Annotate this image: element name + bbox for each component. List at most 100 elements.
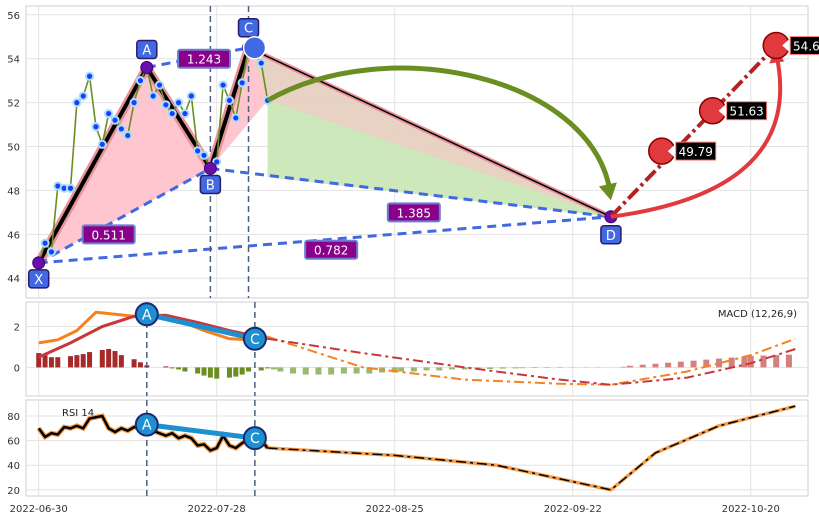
macd-histogram-bar bbox=[239, 367, 245, 375]
macd-projection-histogram-bar bbox=[677, 361, 684, 368]
ratio-label-box bbox=[81, 224, 136, 245]
macd-point-label: A bbox=[142, 307, 152, 323]
ratio-dashed-line bbox=[37, 167, 212, 265]
price-marker bbox=[237, 78, 247, 88]
macd-projection-histogram-bar bbox=[499, 367, 506, 369]
price-marker bbox=[116, 124, 126, 134]
macd-histogram-bar bbox=[233, 367, 239, 377]
macd-histogram-bar bbox=[201, 367, 207, 376]
macd-histogram-bar bbox=[112, 351, 118, 368]
macd-projection-histogram-bar bbox=[340, 367, 347, 374]
macd-histogram-bar bbox=[131, 359, 137, 368]
ratio-dashed-line bbox=[210, 166, 612, 219]
pattern-vertex-marker bbox=[140, 60, 154, 74]
rsi-y-tick-label: 60 bbox=[7, 437, 20, 448]
x-tick-label: 2022-06-30 bbox=[10, 504, 68, 515]
macd-projection-histogram-bar bbox=[423, 367, 430, 371]
macd-projection-histogram-bar bbox=[448, 367, 455, 370]
pattern-point-box bbox=[600, 225, 622, 245]
macd-projection-histogram-bar bbox=[398, 367, 405, 372]
macd-histogram-bar bbox=[68, 356, 74, 368]
macd-point-label: C bbox=[250, 332, 260, 348]
macd-projection-histogram-bar bbox=[785, 354, 792, 368]
macd-histogram-bar bbox=[99, 350, 105, 368]
macd-projection-histogram-bar bbox=[328, 367, 335, 375]
macd-histogram-bar bbox=[80, 354, 86, 368]
macd-point-marker bbox=[134, 302, 159, 327]
pattern-point-box bbox=[237, 17, 260, 38]
target-label-box bbox=[726, 101, 768, 121]
rsi-projection-line bbox=[267, 405, 796, 491]
price-marker bbox=[186, 91, 196, 101]
ratio-label-box bbox=[304, 239, 359, 260]
pattern-point-label: A bbox=[142, 43, 151, 58]
macd-projection-histogram-bar bbox=[747, 355, 754, 368]
price-marker bbox=[161, 100, 171, 110]
ratio-label-box bbox=[386, 202, 441, 223]
macd-histogram-bar bbox=[55, 357, 61, 368]
macd-projection-histogram-bar bbox=[487, 367, 494, 370]
macd-projection-histogram-bar bbox=[410, 367, 417, 372]
macd-projection-histogram-bar bbox=[366, 367, 373, 374]
macd-histogram-bar bbox=[176, 367, 182, 370]
price-marker bbox=[46, 247, 57, 257]
macd-histogram-bar bbox=[226, 367, 232, 378]
curved-projection-arrow bbox=[266, 65, 613, 191]
macd-y-tick-label: 2 bbox=[14, 323, 20, 334]
macd-projection-histogram-bar bbox=[773, 355, 780, 368]
price-marker bbox=[110, 115, 120, 125]
macd-projection-histogram-bar bbox=[639, 364, 646, 368]
price-y-tick-label: 44 bbox=[7, 274, 20, 285]
macd-histogram-bar bbox=[169, 367, 175, 369]
macd-histogram-bar bbox=[246, 367, 252, 372]
macd-histogram-bar bbox=[118, 355, 124, 368]
macd-projection-histogram-bar bbox=[703, 359, 710, 368]
macd-histogram-bar bbox=[106, 349, 112, 368]
target-label: 49.79 bbox=[679, 145, 713, 159]
price-y-tick-label: 52 bbox=[7, 99, 20, 110]
pattern-vertex-marker bbox=[32, 256, 46, 270]
target-projection-line bbox=[609, 44, 778, 219]
rsi-y-tick-label: 20 bbox=[7, 486, 20, 497]
price-marker bbox=[148, 91, 158, 101]
price-y-tick-label: 48 bbox=[7, 186, 20, 197]
price-marker bbox=[199, 150, 209, 160]
macd-projection-histogram-bar bbox=[270, 367, 277, 370]
curved-arrow-head bbox=[598, 182, 617, 201]
price-marker bbox=[78, 91, 88, 101]
rsi-point-marker bbox=[242, 426, 267, 451]
pattern-leg bbox=[36, 65, 149, 265]
rsi-legend: RSI 14 bbox=[62, 408, 94, 419]
pattern-leg bbox=[208, 45, 251, 171]
macd-histogram-bar bbox=[265, 367, 271, 369]
macd-projection-histogram-bar bbox=[315, 367, 322, 375]
price-marker bbox=[231, 113, 241, 123]
pattern-point-label: B bbox=[206, 178, 215, 193]
macd-histogram-bar bbox=[163, 366, 169, 368]
price-marker bbox=[104, 108, 114, 119]
price-marker bbox=[84, 71, 95, 81]
price-marker bbox=[193, 146, 203, 156]
price-marker bbox=[97, 139, 107, 149]
macd-histogram-bar bbox=[195, 367, 201, 374]
pattern-leg bbox=[247, 46, 612, 218]
macd-histogram-bar bbox=[207, 367, 213, 378]
macd-projection-histogram-bar bbox=[290, 367, 297, 374]
macd-histogram-bar bbox=[87, 352, 93, 368]
macd-projection-histogram-bar bbox=[353, 367, 360, 374]
macd-projection-histogram-bar bbox=[665, 362, 672, 368]
macd-legend: MACD (12,26,9) bbox=[718, 309, 797, 320]
price-marker bbox=[212, 157, 222, 167]
signal-projection-line bbox=[267, 337, 796, 386]
price-y-tick-label: 56 bbox=[7, 11, 20, 22]
rsi-point-label: C bbox=[250, 431, 260, 447]
rsi-ac-line bbox=[146, 422, 256, 441]
x-tick-label: 2022-08-25 bbox=[366, 504, 424, 515]
ratio-label: 1.243 bbox=[187, 53, 221, 67]
macd-y-tick-label: 0 bbox=[14, 363, 20, 374]
price-marker bbox=[40, 238, 50, 248]
macd-projection-histogram-bar bbox=[620, 366, 627, 368]
price-y-tick-label: 46 bbox=[7, 230, 20, 241]
pattern-point-box bbox=[199, 174, 222, 195]
macd-histogram-bar bbox=[74, 355, 80, 368]
